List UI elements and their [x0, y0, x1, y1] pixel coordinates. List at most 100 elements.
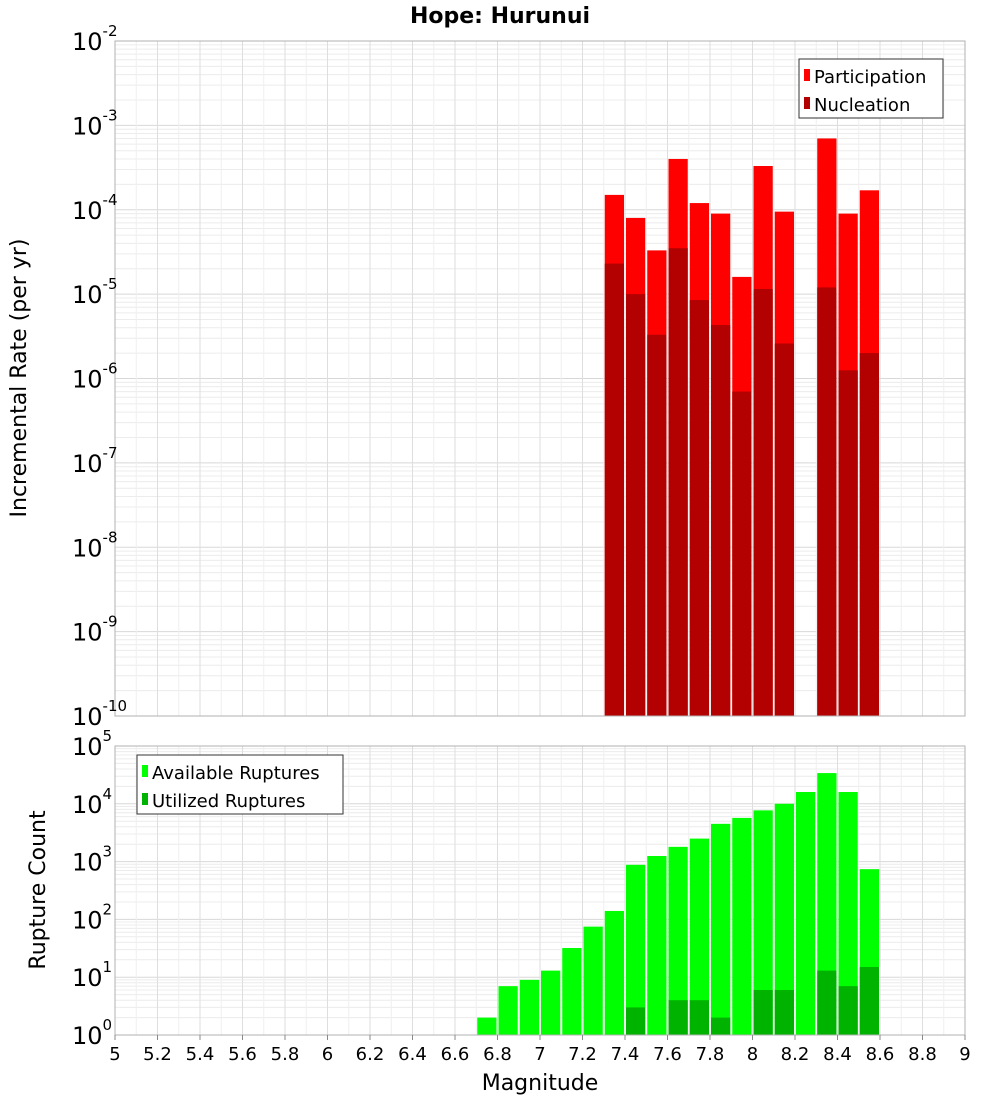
- bar: [753, 810, 773, 1035]
- rupture-count-panel: 100 101 102 103 104 105 Rupture Count Available…: [26, 727, 966, 1050]
- bar: [774, 343, 794, 716]
- bar: [604, 263, 624, 716]
- legend-label: Nucleation: [814, 95, 910, 116]
- bar: [859, 967, 879, 1035]
- bar: [817, 287, 837, 716]
- bar: [647, 855, 667, 1035]
- x-tick-label: 8.2: [781, 1044, 810, 1065]
- bar: [774, 990, 794, 1035]
- bar: [689, 300, 709, 716]
- plot-border: [114, 40, 966, 717]
- bar: [838, 986, 858, 1035]
- y-tick-label: 104: [72, 785, 112, 819]
- bar: [562, 948, 582, 1035]
- x-axis-label: Magnitude: [482, 1071, 599, 1096]
- bar: [732, 817, 752, 1035]
- bar: [647, 334, 667, 716]
- x-tick-label: 7.8: [696, 1044, 725, 1065]
- bar: [732, 391, 752, 716]
- y-tick-label: 103: [72, 843, 112, 877]
- bar: [498, 986, 518, 1035]
- legend: Available Ruptures Utilized Ruptures: [136, 754, 344, 815]
- incremental-rate-panel: 10-10 10-9 10-8 10-7 10-6 10-5 10-4 10-3 10-2 Inc…: [7, 22, 966, 731]
- bar: [711, 1017, 731, 1035]
- y-tick-label: 10-4: [72, 191, 118, 225]
- legend-label: Utilized Ruptures: [152, 791, 305, 812]
- bar: [626, 864, 646, 1035]
- x-tick-label: 6.4: [398, 1044, 427, 1065]
- y-tick-label: 10-6: [72, 360, 118, 394]
- y-tick-label: 10-10: [72, 697, 127, 731]
- x-tick-label: 7.2: [568, 1044, 597, 1065]
- y-tick-label: 105: [72, 727, 112, 761]
- bar: [519, 979, 539, 1035]
- legend: Participation Nucleation: [798, 58, 944, 119]
- bar: [838, 792, 858, 1035]
- x-tick-label: 7: [534, 1044, 545, 1065]
- bar: [626, 294, 646, 716]
- x-tick-label: 5.2: [143, 1044, 172, 1065]
- bar: [838, 370, 858, 716]
- x-tick-label: 6.2: [356, 1044, 385, 1065]
- x-tick-label: 8: [747, 1044, 758, 1065]
- bar: [583, 926, 603, 1035]
- series-available-ruptures: [477, 773, 879, 1035]
- x-tick-label: 6.6: [441, 1044, 470, 1065]
- x-tick-label: 7.4: [611, 1044, 640, 1065]
- bar: [604, 910, 624, 1035]
- bar: [668, 846, 688, 1035]
- bar: [859, 353, 879, 716]
- bar: [626, 1007, 646, 1035]
- y-tick-label: 101: [72, 958, 112, 992]
- legend-swatch: [142, 793, 148, 805]
- x-tick-label: 8.4: [823, 1044, 852, 1065]
- legend-label: Available Ruptures: [152, 763, 320, 784]
- x-tick-label: 8.8: [908, 1044, 937, 1065]
- x-tick-label: 8.6: [866, 1044, 895, 1065]
- y-tick-label: 100: [72, 1016, 112, 1050]
- series-nucleation: [604, 248, 879, 717]
- bar: [774, 803, 794, 1035]
- y-axis-ticks: 100 101 102 103 104 105: [72, 727, 112, 1050]
- bar: [817, 773, 837, 1035]
- bar: [753, 289, 773, 716]
- y-tick-label: 10-9: [72, 613, 118, 647]
- series-utilized-ruptures: [626, 967, 879, 1035]
- legend-swatch: [804, 97, 810, 109]
- bar: [477, 1017, 497, 1035]
- bar: [711, 325, 731, 716]
- bar: [796, 792, 816, 1035]
- bar: [668, 248, 688, 717]
- x-tick-label: 5: [109, 1044, 120, 1065]
- legend-swatch: [804, 69, 810, 81]
- grid: [114, 41, 966, 717]
- x-tick-label: 5.4: [186, 1044, 215, 1065]
- y-tick-label: 10-7: [72, 444, 118, 478]
- bar: [817, 970, 837, 1035]
- x-tick-label: 9: [959, 1044, 970, 1065]
- y-tick-label: 102: [72, 900, 112, 934]
- legend-swatch: [142, 765, 148, 777]
- bar: [541, 970, 561, 1035]
- y-axis-ticks: 10-10 10-9 10-8 10-7 10-6 10-5 10-4 10-3 10-2: [72, 22, 127, 731]
- y-tick-label: 10-5: [72, 275, 118, 309]
- legend-box: [798, 58, 944, 119]
- bar: [668, 1000, 688, 1035]
- legend-box: [136, 754, 344, 815]
- x-tick-label: 7.6: [653, 1044, 682, 1065]
- bar: [711, 823, 731, 1035]
- y-axis-label: Rupture Count: [26, 810, 51, 970]
- x-tick-label: 6: [322, 1044, 333, 1065]
- y-tick-label: 10-2: [72, 22, 118, 56]
- x-tick-label: 5.6: [228, 1044, 257, 1065]
- y-axis-label: Incremental Rate (per yr): [7, 239, 32, 518]
- x-tick-label: 6.8: [483, 1044, 512, 1065]
- y-tick-label: 10-8: [72, 528, 118, 562]
- legend-label: Participation: [814, 67, 926, 88]
- magnitude-axis: 5 5.2 5.4 5.6 5.8 6 6.2 6.4 6.6 6.8 7 7.2 7.4 7.6 7.8 8…: [109, 1035, 971, 1065]
- chart-title: Hope: Hurunui: [410, 4, 590, 29]
- bar: [689, 838, 709, 1035]
- bar: [753, 990, 773, 1035]
- y-tick-label: 10-3: [72, 106, 118, 140]
